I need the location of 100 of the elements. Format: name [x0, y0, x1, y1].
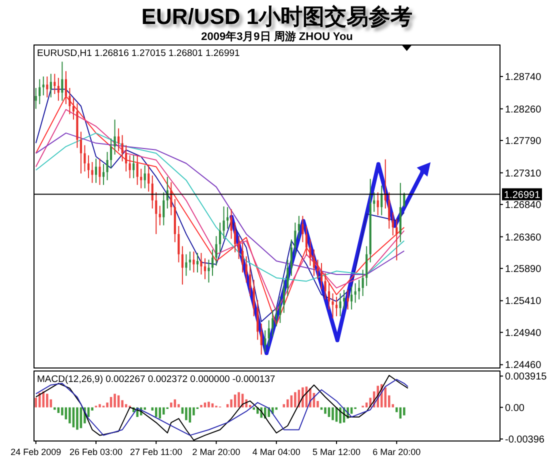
- candlestick: [388, 192, 390, 230]
- bar: [324, 407, 326, 414]
- y-tick-label: 1.28260: [505, 104, 542, 116]
- bar: [98, 404, 101, 408]
- bar: [46, 394, 48, 408]
- candlestick: [312, 249, 316, 276]
- candlestick: [64, 70, 67, 105]
- candlestick: [132, 154, 135, 179]
- y-tick-label: -0.00396: [505, 434, 545, 446]
- candlestick: [188, 251, 191, 271]
- bar: [320, 407, 323, 410]
- candlestick: [118, 128, 120, 152]
- candlestick: [376, 192, 379, 216]
- bar: [61, 407, 64, 416]
- candlestick: [106, 151, 108, 181]
- candlestick: [362, 269, 364, 297]
- bar: [76, 407, 78, 430]
- candlestick: [309, 238, 312, 266]
- candlestick: [196, 252, 199, 273]
- candlestick: [87, 154, 90, 179]
- candlestick: [316, 259, 319, 280]
- y-tick-label: 1.28740: [505, 72, 542, 84]
- y-tick-label: 0.003915: [505, 372, 548, 383]
- y-tick-label: 1.26360: [505, 232, 542, 244]
- y-tick-label: 1.24940: [505, 328, 542, 339]
- bar: [68, 407, 71, 424]
- candlestick: [80, 131, 82, 174]
- candlestick: [252, 279, 255, 317]
- bar: [238, 392, 240, 408]
- chart-title: EUR/USD 1小时图交易参考: [141, 4, 413, 29]
- bar: [275, 407, 278, 410]
- candlestick: [272, 310, 274, 337]
- candlestick: [84, 144, 86, 172]
- candlestick: [61, 61, 64, 102]
- candlestick: [178, 225, 180, 263]
- bar: [54, 407, 56, 410]
- y-tick-label: 1.24460: [505, 360, 542, 372]
- candlestick: [366, 246, 368, 286]
- bar: [204, 402, 206, 408]
- candlestick: [268, 320, 270, 348]
- candlestick: [42, 76, 44, 96]
- candlestick: [151, 174, 154, 209]
- candlestick: [211, 249, 214, 276]
- candlestick: [34, 87, 37, 110]
- x-tick-label: 2 Mar 20:00: [192, 447, 240, 457]
- bar: [294, 392, 296, 408]
- candlestick: [328, 282, 330, 310]
- candlestick: [260, 323, 262, 356]
- candlestick: [350, 286, 353, 310]
- candlestick: [181, 246, 184, 286]
- candlestick: [343, 289, 346, 310]
- candlestick: [200, 252, 202, 275]
- candlestick: [91, 162, 94, 184]
- candlestick: [403, 192, 406, 208]
- candlestick: [38, 78, 41, 105]
- candlestick: [358, 279, 360, 300]
- x-tick-label: 26 Feb 03:00: [69, 447, 123, 457]
- candlestick: [302, 215, 304, 243]
- x-tick-label: 24 Feb 2009: [10, 447, 62, 457]
- y-tick-label: 0.00: [505, 402, 525, 414]
- y-tick-label: 1.25890: [505, 264, 542, 275]
- candlestick: [98, 158, 101, 186]
- candlestick: [155, 192, 158, 235]
- candlestick: [226, 206, 229, 230]
- candlestick: [396, 218, 398, 261]
- candlestick: [57, 77, 60, 102]
- bar: [403, 407, 406, 416]
- candlestick: [230, 208, 232, 240]
- annotation: EURUSD,H1 1.26816 1.27015 1.26801 1.26991: [37, 48, 240, 59]
- candlestick: [380, 185, 383, 216]
- annotation: MACD(12,26,9) 0.002267 0.002372 0.000000 -0.000137: [37, 374, 276, 385]
- candlestick: [148, 164, 150, 192]
- candlestick: [204, 258, 206, 280]
- bar: [155, 407, 158, 417]
- candlestick: [68, 87, 71, 115]
- candlestick: [234, 222, 236, 253]
- candlestick: [324, 272, 326, 300]
- candlestick: [238, 236, 240, 260]
- candlestick: [286, 259, 289, 297]
- candlestick: [208, 259, 210, 284]
- bar: [38, 392, 41, 408]
- candlestick: [339, 292, 342, 317]
- bar: [234, 394, 236, 408]
- candlestick: [305, 225, 308, 256]
- candlestick: [245, 256, 248, 284]
- y-tick-label: 1.26840: [505, 200, 542, 211]
- candlestick: [125, 144, 128, 172]
- ref-line-label: 1.26991: [504, 190, 541, 201]
- candlestick: [373, 192, 376, 212]
- candlestick: [46, 76, 48, 98]
- y-tick-label: 1.27790: [505, 136, 542, 147]
- bar: [114, 394, 116, 408]
- candlestick: [256, 300, 259, 340]
- candlestick: [346, 289, 349, 310]
- candlestick: [298, 215, 300, 240]
- candlestick: [218, 222, 222, 253]
- bar: [339, 407, 342, 424]
- x-tick-label: 5 Mar 12:00: [312, 447, 361, 457]
- candlestick: [136, 154, 138, 186]
- candlestick: [50, 73, 52, 98]
